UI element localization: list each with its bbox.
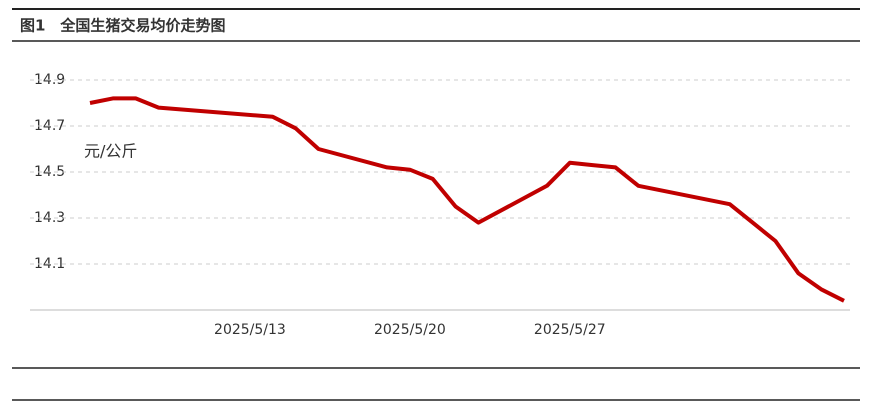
x-tick-label: 2025/5/27 [534,322,606,338]
y-unit: 元/公斤 [84,142,137,161]
x-tick-label: 2025/5/13 [214,322,286,338]
chart-title: 图1 全国生猪交易均价走势图 [20,17,225,35]
line [89,96,845,303]
x-tick-label: 2025/5/20 [374,322,446,338]
